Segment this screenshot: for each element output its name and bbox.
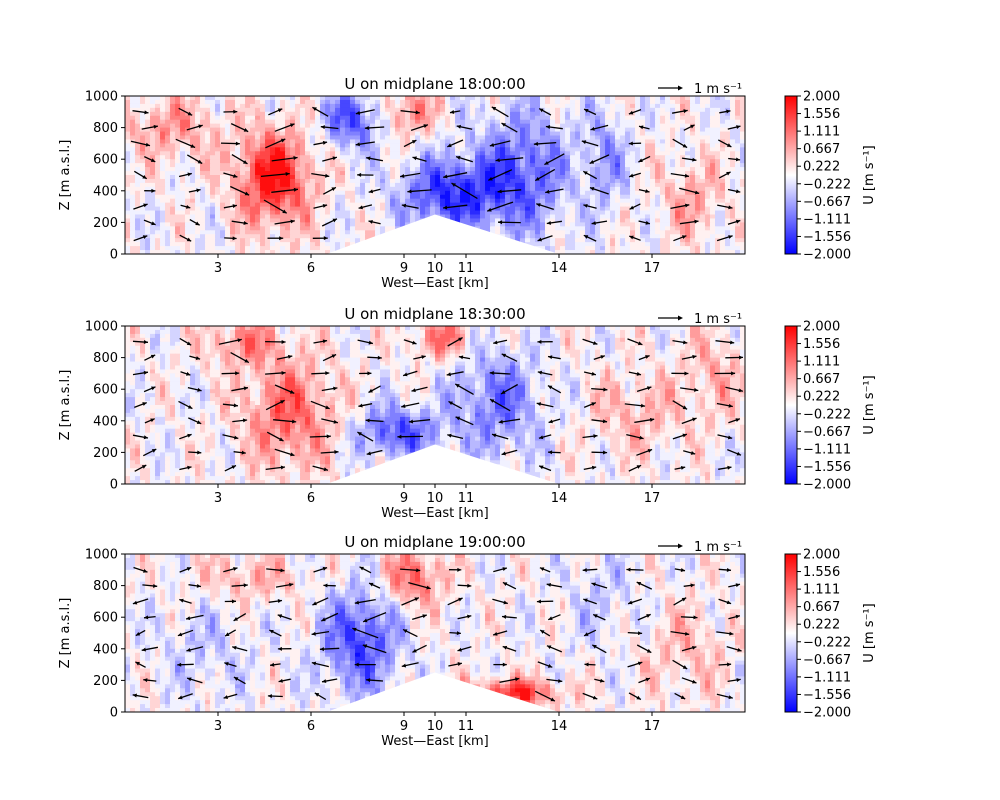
quiver: [132, 566, 742, 702]
x-tick-label: 3: [214, 719, 222, 734]
y-tick-label: 0: [110, 248, 118, 263]
x-tick-label: 10: [427, 261, 444, 276]
x-tick-label: 11: [458, 719, 475, 734]
x-axis-label: West—East [km]: [381, 734, 488, 749]
quiver-key-label: 1 m s⁻¹: [694, 82, 742, 97]
y-tick-label: 0: [110, 706, 118, 721]
x-tick-label: 14: [551, 719, 568, 734]
panel-title: U on midplane 18:30:00: [344, 305, 525, 323]
panel-title: U on midplane 19:00:00: [344, 533, 525, 551]
x-tick-label: 6: [307, 261, 315, 276]
terrain-mask: [326, 444, 559, 484]
y-axis-label: Z [m a.s.l.]: [58, 370, 73, 441]
x-tick-label: 6: [307, 719, 315, 734]
y-tick-label: 400: [93, 642, 118, 657]
colorbar-tick-label: 2.000: [803, 90, 840, 105]
y-tick-label: 400: [93, 184, 118, 199]
x-tick-label: 10: [427, 491, 444, 506]
quiver-key-label: 1 m s⁻¹: [694, 312, 742, 327]
y-tick-label: 400: [93, 414, 118, 429]
x-tick-label: 9: [400, 491, 408, 506]
colorbar-tick-label: −0.667: [803, 425, 851, 440]
x-tick-label: 14: [551, 261, 568, 276]
y-tick-label: 800: [93, 351, 118, 366]
colorbar-tick-label: 2.000: [803, 320, 840, 335]
colorbar-tick-label: −1.111: [803, 670, 851, 685]
quiver: [132, 337, 744, 472]
x-tick-label: 17: [644, 261, 661, 276]
quiver-key-label: 1 m s⁻¹: [694, 540, 742, 555]
y-tick-label: 600: [93, 383, 118, 398]
colorbar-tick-label: −2.000: [803, 478, 851, 493]
colorbar-tick-label: −1.111: [803, 442, 851, 457]
terrain-mask: [326, 214, 559, 254]
x-tick-label: 6: [307, 491, 315, 506]
panel-3: 0 200 400 600 800 1000 3 6 9 10 11 14 17 U on midplan…: [58, 533, 877, 749]
terrain-mask: [326, 672, 559, 712]
colorbar-tick-label: 0.222: [803, 160, 840, 175]
colorbar-tick-label: −1.111: [803, 212, 851, 227]
y-tick-label: 1000: [85, 548, 118, 563]
colorbar-tick-label: −0.667: [803, 195, 851, 210]
colorbar-tick-label: 2.000: [803, 548, 840, 563]
colorbar-tick-label: 1.111: [803, 355, 840, 370]
colorbar-tick-label: −0.222: [803, 635, 851, 650]
y-tick-label: 200: [93, 674, 118, 689]
colorbar-tick-label: −0.222: [803, 177, 851, 192]
colorbar-tick-label: −1.556: [803, 688, 851, 703]
u-field: [125, 96, 745, 254]
colorbar-tick-label: 1.556: [803, 337, 840, 352]
x-tick-label: 11: [458, 491, 475, 506]
y-tick-label: 600: [93, 153, 118, 168]
colorbar-tick-label: 0.222: [803, 390, 840, 405]
colorbar-label: U [m s⁻¹]: [862, 603, 877, 662]
x-tick-label: 11: [458, 261, 475, 276]
y-tick-label: 0: [110, 478, 118, 493]
y-axis-label: Z [m a.s.l.]: [58, 140, 73, 211]
panel-title: U on midplane 18:00:00: [344, 75, 525, 93]
y-tick-label: 1000: [85, 320, 118, 335]
y-tick-label: 800: [93, 579, 118, 594]
y-tick-label: 200: [93, 446, 118, 461]
x-tick-label: 10: [427, 719, 444, 734]
y-tick-label: 800: [93, 121, 118, 136]
colorbar-tick-label: 1.556: [803, 107, 840, 122]
colorbar: 2.000 1.556 1.111 0.667 0.222 −0.222 −0.667 −1.…: [784, 90, 877, 263]
x-tick-label: 14: [551, 491, 568, 506]
panel-2: 0 200 400 600 800 1000 3 6 9 10 11 14 17 U on midplan…: [58, 305, 877, 521]
x-tick-label: 17: [644, 719, 661, 734]
colorbar-tick-label: −0.222: [803, 407, 851, 422]
colorbar-tick-label: 0.667: [803, 142, 840, 157]
colorbar-tick-label: 1.111: [803, 125, 840, 140]
y-tick-label: 1000: [85, 90, 118, 105]
colorbar-tick-label: 0.667: [803, 372, 840, 387]
colorbar-tick-label: 1.111: [803, 583, 840, 598]
colorbar-label: U [m s⁻¹]: [862, 145, 877, 204]
colorbar-label: U [m s⁻¹]: [862, 375, 877, 434]
colorbar: 2.000 1.556 1.111 0.667 0.222 −0.222 −0.667 −1.…: [784, 320, 877, 493]
colorbar-tick-label: −1.556: [803, 230, 851, 245]
colorbar-tick-label: 0.667: [803, 600, 840, 615]
panel-1: 0 200 400 600 800 1000 3 6 9 10 11 14 17 U on midplan…: [58, 75, 877, 291]
colorbar-tick-label: −2.000: [803, 706, 851, 721]
colorbar-tick-label: −0.667: [803, 653, 851, 668]
colorbar-tick-label: 0.222: [803, 618, 840, 633]
y-tick-label: 200: [93, 216, 118, 231]
x-axis-label: West—East [km]: [381, 276, 488, 291]
colorbar: 2.000 1.556 1.111 0.667 0.222 −0.222 −0.667 −1.…: [784, 548, 877, 721]
colorbar-tick-label: −2.000: [803, 248, 851, 263]
x-tick-label: 3: [214, 261, 222, 276]
x-tick-label: 9: [400, 719, 408, 734]
colorbar-tick-label: −1.556: [803, 460, 851, 475]
quiver: [130, 106, 741, 242]
x-tick-label: 3: [214, 491, 222, 506]
y-axis-label: Z [m a.s.l.]: [58, 598, 73, 669]
x-tick-label: 17: [644, 491, 661, 506]
x-axis-label: West—East [km]: [381, 506, 488, 521]
y-tick-label: 600: [93, 611, 118, 626]
colorbar-tick-label: 1.556: [803, 565, 840, 580]
x-tick-label: 9: [400, 261, 408, 276]
